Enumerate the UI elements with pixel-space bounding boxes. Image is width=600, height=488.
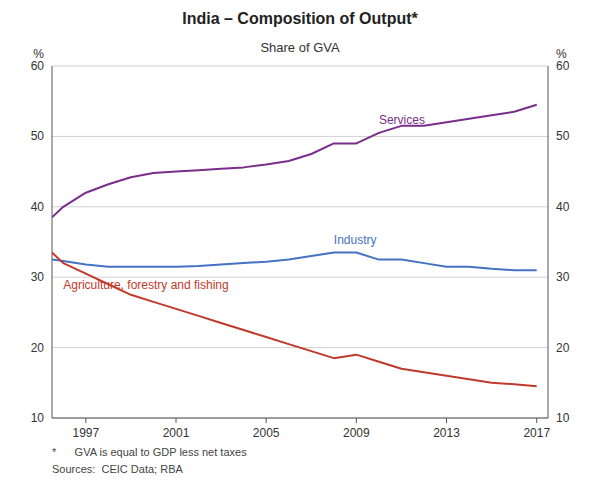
x-tick-label: 1997 xyxy=(72,426,99,440)
x-tick xyxy=(85,418,86,423)
axis-frame xyxy=(52,66,548,418)
series-line xyxy=(52,105,537,218)
y-tick-label: 30 xyxy=(31,270,45,284)
grid xyxy=(52,66,548,418)
y-tick-label: 40 xyxy=(31,200,45,214)
x-tick xyxy=(356,418,357,423)
x-tick-label: 2013 xyxy=(433,426,460,440)
x-tick-label: 2001 xyxy=(163,426,190,440)
plot-area xyxy=(52,105,537,387)
x-tick xyxy=(266,418,267,423)
x-tick xyxy=(176,418,177,423)
series-line xyxy=(52,253,537,387)
series-label: Industry xyxy=(334,233,377,247)
title: India – Composition of Output* xyxy=(182,10,418,27)
grid-line xyxy=(52,206,548,207)
y2-tick-label: 60 xyxy=(556,59,570,73)
x-tick-label: 2017 xyxy=(523,426,550,440)
series-line xyxy=(52,253,537,271)
x-tick-label: 2005 xyxy=(253,426,280,440)
y2-tick-label: 30 xyxy=(556,270,570,284)
y2-tick-label: 10 xyxy=(556,411,570,425)
y-tick-label: 50 xyxy=(31,129,45,143)
chart: India – Composition of Output* Share of G… xyxy=(0,0,600,488)
x-tick xyxy=(446,418,447,423)
y2-tick-label: 50 xyxy=(556,129,570,143)
footnote: Sources: CEIC Data; RBA xyxy=(52,463,183,475)
y-tick-label: 10 xyxy=(31,411,45,425)
x-tick xyxy=(536,418,537,423)
y2-tick-label: 40 xyxy=(556,200,570,214)
subtitle: Share of GVA xyxy=(260,40,340,55)
y-tick-label: 60 xyxy=(31,59,45,73)
grid-line xyxy=(52,136,548,137)
x-tick-label: 2009 xyxy=(343,426,370,440)
grid-line xyxy=(52,66,548,67)
y-tick-label: 20 xyxy=(31,341,45,355)
series-label: Agriculture, forestry and fishing xyxy=(63,278,228,292)
series-label: Services xyxy=(379,113,425,127)
footnote: * GVA is equal to GDP less net taxes xyxy=(52,446,247,458)
y2-tick-label: 20 xyxy=(556,341,570,355)
